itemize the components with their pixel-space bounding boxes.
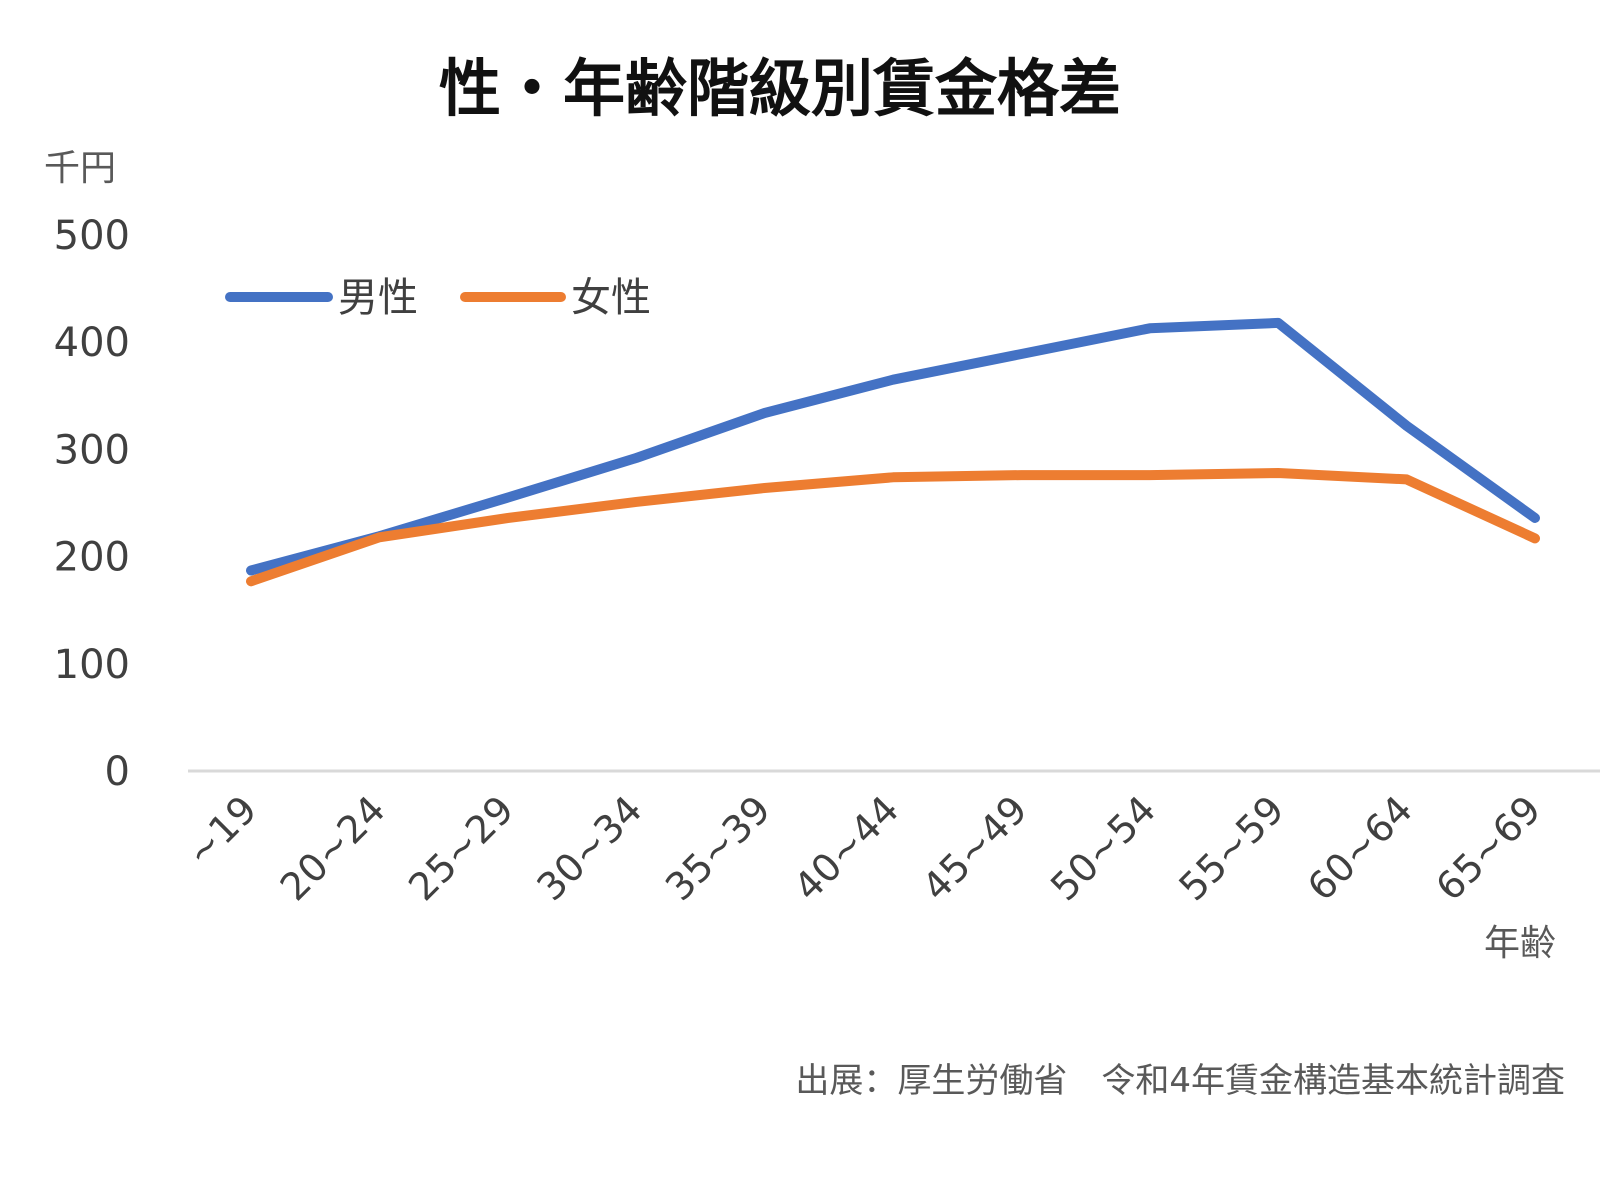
legend-label: 男性 xyxy=(338,275,418,321)
x-tick-label: 20~24 xyxy=(272,787,394,909)
x-tick-label: 65~69 xyxy=(1427,787,1549,909)
series-lines xyxy=(246,317,1540,587)
y-tick-label: 400 xyxy=(54,320,130,366)
x-tick-label: 55~59 xyxy=(1171,787,1293,909)
x-tick-label: 35~39 xyxy=(657,787,779,909)
y-axis-unit-label: 千円 xyxy=(44,148,116,189)
chart-title: 性・年齢階級別賃金格差 xyxy=(439,52,1121,125)
y-tick-label: 200 xyxy=(54,535,130,581)
legend: 男性 女性 xyxy=(225,275,651,321)
x-axis-ticks: ~19 20~24 25~29 30~34 35~39 40~44 45~49 50~54 55… xyxy=(178,787,1550,909)
y-tick-label: 100 xyxy=(54,642,130,688)
x-tick-label: 50~54 xyxy=(1042,787,1164,909)
y-tick-label: 0 xyxy=(105,749,130,795)
series-line-female xyxy=(246,468,1540,587)
x-tick-label: 30~34 xyxy=(529,787,651,909)
x-tick-label: 40~44 xyxy=(785,787,907,909)
y-axis-ticks: 0 100 200 300 400 500 xyxy=(54,213,130,795)
x-tick-label: 60~64 xyxy=(1299,787,1421,909)
y-tick-label: 500 xyxy=(54,213,130,259)
x-axis-unit-label: 年齢 xyxy=(1484,923,1556,964)
legend-label: 女性 xyxy=(571,275,651,321)
y-tick-label: 300 xyxy=(54,427,130,473)
x-tick-label: 45~49 xyxy=(914,787,1036,909)
source-note: 出展：厚生労働省 令和4年賃金構造基本統計調査 xyxy=(795,1061,1565,1101)
x-tick-label: 25~29 xyxy=(400,787,522,909)
series-line-male xyxy=(246,317,1540,576)
x-tick-label: ~19 xyxy=(178,787,266,875)
